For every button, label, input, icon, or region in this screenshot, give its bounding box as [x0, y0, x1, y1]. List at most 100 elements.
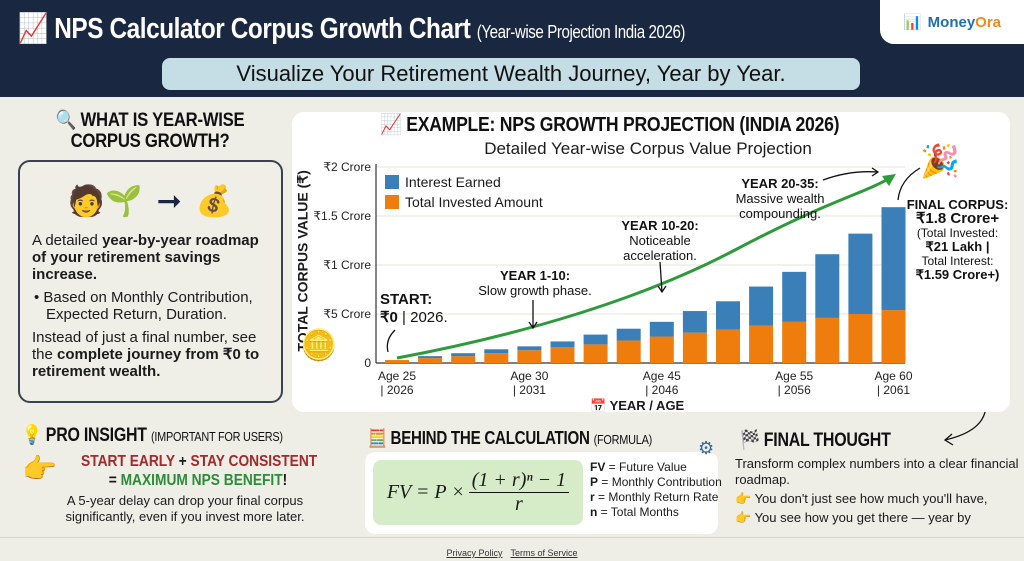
bar-interest	[749, 286, 774, 326]
calc-heading: 🧮 BEHIND THE CALCULATION (FORMULA)	[368, 428, 653, 448]
x-tick-label: | 2056	[778, 383, 811, 397]
journey-text: Instead of just a final number, see the …	[32, 329, 260, 380]
final-thought-arrow	[943, 411, 986, 446]
bullet-item: • Based on Monthly Contribution, Expecte…	[34, 289, 253, 323]
final-arrow	[897, 167, 921, 201]
footer: Privacy Policy Terms of Service	[0, 543, 1024, 561]
definition-r: r = Monthly Return Rate	[590, 490, 719, 504]
bar-invested	[385, 360, 409, 363]
definition-text: A detailed year-by-year roadmap of your …	[32, 232, 259, 283]
x-tick-label: Age 55	[775, 369, 813, 383]
page-title: 📈 NPS Calculator Corpus Growth Chart (Ye…	[18, 13, 686, 45]
year1-arrow	[528, 300, 538, 330]
definition-n: n = Total Months	[590, 505, 679, 519]
bar-invested	[550, 347, 575, 363]
insight-heading: 💡 PRO INSIGHT (IMPORTANT FOR USERS)	[22, 425, 283, 446]
magnifier-icon: 🔍	[55, 110, 77, 131]
privacy-policy-link[interactable]: Privacy Policy	[446, 548, 503, 558]
annotation-year-1-10: YEAR 1-10: Slow growth phase.	[478, 268, 592, 298]
pointing-hand-icon: 👉	[735, 491, 752, 506]
annotation-final-corpus: FINAL CORPUS: ₹1.8 Crore+ (Total Invested:…	[906, 197, 1009, 282]
bar-interest	[484, 349, 509, 354]
trend-curve	[396, 176, 891, 360]
bar-interest	[616, 328, 641, 341]
calculator-icon: 🧮	[368, 428, 387, 448]
x-tick-label: | 2061	[877, 383, 910, 397]
bar-invested	[649, 336, 674, 363]
x-axis-title: 📅 YEAR / AGE	[590, 398, 685, 413]
y-tick-label: ₹1.5 Crore	[313, 209, 371, 223]
bar-invested	[451, 356, 476, 363]
bar-invested	[881, 310, 906, 363]
subtitle-banner: Visualize Your Retirement Wealth Journey…	[162, 58, 860, 90]
terms-link[interactable]: Terms of Service	[510, 548, 578, 558]
x-tick-label: | 2031	[513, 383, 546, 397]
bar-invested	[616, 340, 641, 363]
chart-up-icon: 📈	[380, 114, 402, 136]
pointing-hand-icon: 👉	[22, 453, 57, 484]
bar-invested	[583, 344, 608, 363]
checkered-flag-icon: 🏁	[740, 430, 760, 451]
y-tick-label: ₹5 Crore	[323, 307, 371, 321]
legend: Interest Earned Total Invested Amount	[385, 172, 543, 212]
bar-invested	[848, 314, 873, 363]
logo[interactable]: 📊 MoneyOra	[880, 0, 1024, 44]
insight-body: A 5-year delay can drop your final corpu…	[65, 493, 305, 524]
legend-swatch	[385, 175, 399, 189]
final-body: Transform complex numbers into a clear f…	[735, 456, 1019, 525]
annotation-year-20-35: YEAR 20-35: Massive wealth compounding.	[735, 176, 825, 221]
formula-definitions: FV = Future Value P = Monthly Contributi…	[590, 460, 722, 520]
bar-invested	[782, 321, 807, 363]
x-tick-label: Age 30	[510, 369, 548, 383]
final-bullet: 👉 You don't just see how much you'll hav…	[735, 491, 988, 506]
left-heading: 🔍 WHAT IS YEAR-WISE CORPUS GROWTH?	[55, 110, 245, 152]
party-popper-icon: 🎉	[920, 143, 960, 179]
bar-interest	[682, 311, 707, 333]
bar-interest	[451, 353, 476, 357]
legend-swatch	[385, 195, 399, 209]
bar-interest	[649, 321, 674, 337]
y-tick-label: ₹1 Crore	[323, 258, 371, 272]
y-tick-label: 0	[364, 356, 371, 370]
x-tick-label: | 2026	[380, 383, 413, 397]
final-bullet: 👉 You see how you get there — year by	[735, 510, 971, 525]
legend-item-interest: Interest Earned	[385, 172, 543, 192]
annotation-start: START: ₹0 | 2026.	[380, 291, 448, 326]
bar-interest	[550, 341, 575, 348]
bar-interest	[583, 334, 608, 345]
bar-invested	[418, 358, 443, 363]
bar-invested	[484, 353, 509, 363]
bar-interest	[782, 271, 807, 322]
hand-coins-icon: 🪙	[300, 329, 338, 362]
bar-invested	[716, 329, 740, 363]
bar-interest	[881, 207, 906, 311]
lightbulb-icon: 💡	[22, 425, 42, 446]
bar-interest	[418, 356, 443, 359]
insight-slogan: START EARLY + STAY CONSISTENT = MAXIMUM N…	[81, 453, 318, 489]
bar-invested	[815, 317, 840, 363]
bar-invested	[517, 350, 542, 363]
year2-arrow	[657, 261, 667, 294]
chart-title: Detailed Year-wise Corpus Value Projecti…	[484, 139, 812, 158]
bar-interest	[517, 346, 542, 351]
chart-card-heading: 📈 EXAMPLE: NPS GROWTH PROJECTION (INDIA …	[380, 114, 840, 136]
x-tick-label: Age 45	[643, 369, 681, 383]
definition-fv: FV = Future Value	[590, 460, 687, 474]
y-tick-label: ₹2 Crore	[323, 160, 371, 174]
definition-box: 🧑🌱 ➞ 💰 A detailed year-by-year roadmap of …	[18, 160, 283, 403]
bar-interest	[716, 301, 740, 330]
x-tick-label: | 2046	[645, 383, 678, 397]
bar-interest	[815, 254, 840, 318]
bar-invested	[749, 325, 774, 363]
bar-interest	[848, 233, 873, 314]
pointing-hand-icon: 👉	[735, 510, 752, 525]
start-arrow	[386, 329, 396, 353]
year3-arrow	[822, 167, 880, 181]
calendar-icon: 📅	[590, 398, 607, 413]
legend-item-invested: Total Invested Amount	[385, 192, 543, 212]
x-tick-label: Age 60	[874, 369, 912, 383]
bar-chart-icon: 📊	[902, 14, 922, 31]
gears-icon: ⚙	[698, 438, 715, 458]
